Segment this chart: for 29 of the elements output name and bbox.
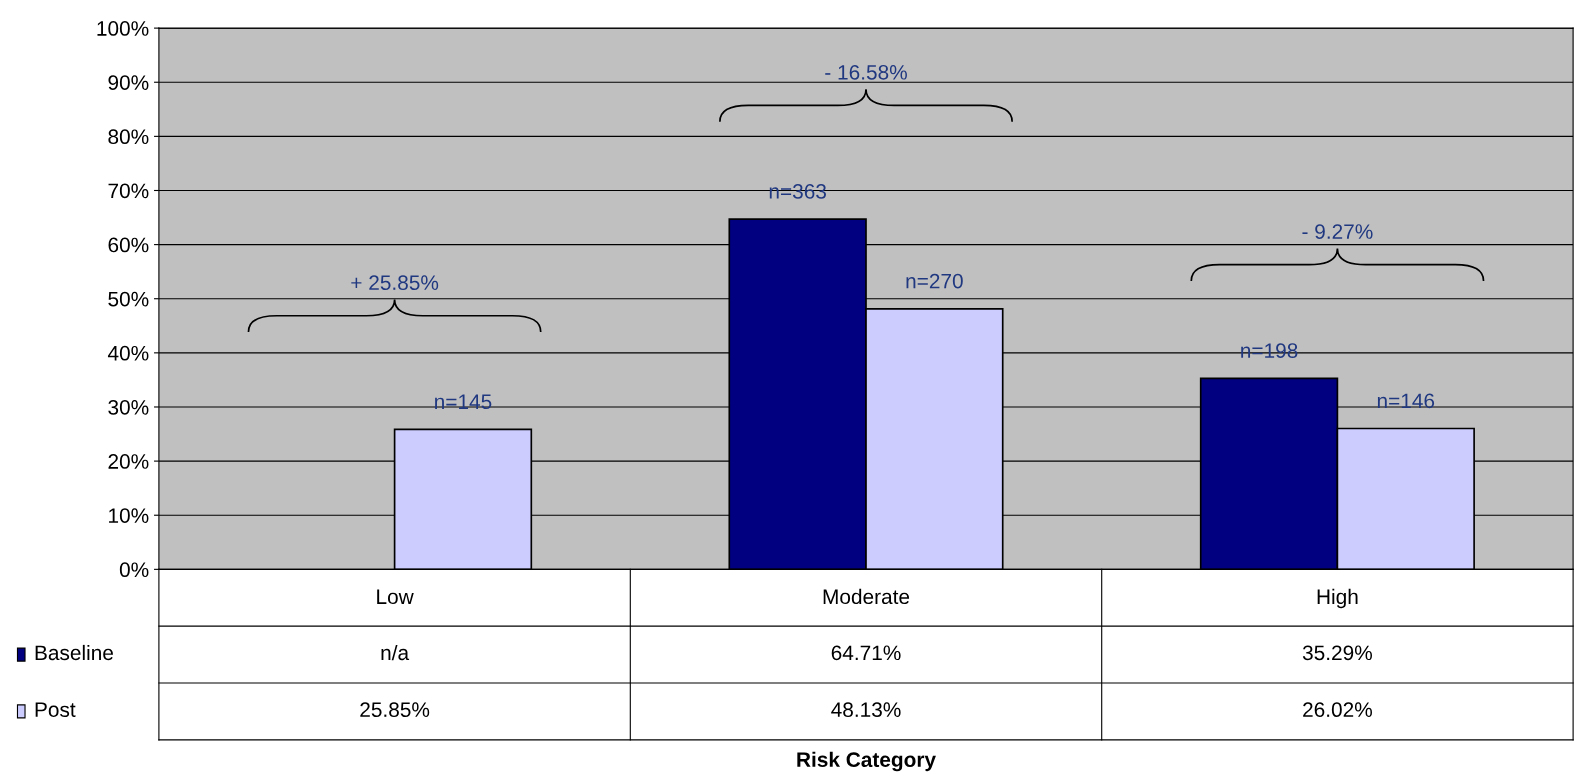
data-label: 25.85% bbox=[360, 702, 430, 718]
annotation: n=145 bbox=[435, 394, 492, 410]
y-tick-label: 90% bbox=[108, 75, 149, 90]
annotation: n=270 bbox=[906, 273, 963, 289]
legend-label: Baseline bbox=[35, 644, 113, 661]
y-tick-label: 50% bbox=[108, 291, 149, 307]
data-label: 35.29% bbox=[1302, 645, 1372, 661]
legend-label: Post bbox=[35, 702, 76, 718]
annotation: + 25.85% bbox=[351, 275, 439, 291]
text: Risk Category bbox=[797, 751, 936, 772]
annotation: - 9.27% bbox=[1302, 224, 1373, 239]
x-tick-label: Moderate bbox=[823, 588, 910, 605]
text: n/a bbox=[381, 644, 410, 661]
y-tick-label: 0% bbox=[119, 562, 149, 578]
y-tick-label: 80% bbox=[108, 129, 149, 145]
data-label: 48.13% bbox=[831, 702, 901, 718]
data-label: 26.02% bbox=[1303, 702, 1372, 718]
y-tick-label: 40% bbox=[107, 345, 149, 361]
y-tick-label: 70% bbox=[108, 183, 149, 199]
y-tick-label: 10% bbox=[109, 508, 149, 523]
annotation: - 16.58% bbox=[825, 64, 907, 80]
y-tick-label: 30% bbox=[108, 399, 149, 415]
annotation: n=146 bbox=[1377, 393, 1435, 409]
y-tick-label: 60% bbox=[108, 237, 149, 253]
y-tick-label: 20% bbox=[108, 454, 149, 469]
x-tick-label: High bbox=[1317, 588, 1358, 609]
y-tick-label: 100% bbox=[97, 21, 149, 36]
x-tick-label: Low bbox=[377, 589, 414, 605]
data-label: 64.71% bbox=[831, 645, 901, 661]
